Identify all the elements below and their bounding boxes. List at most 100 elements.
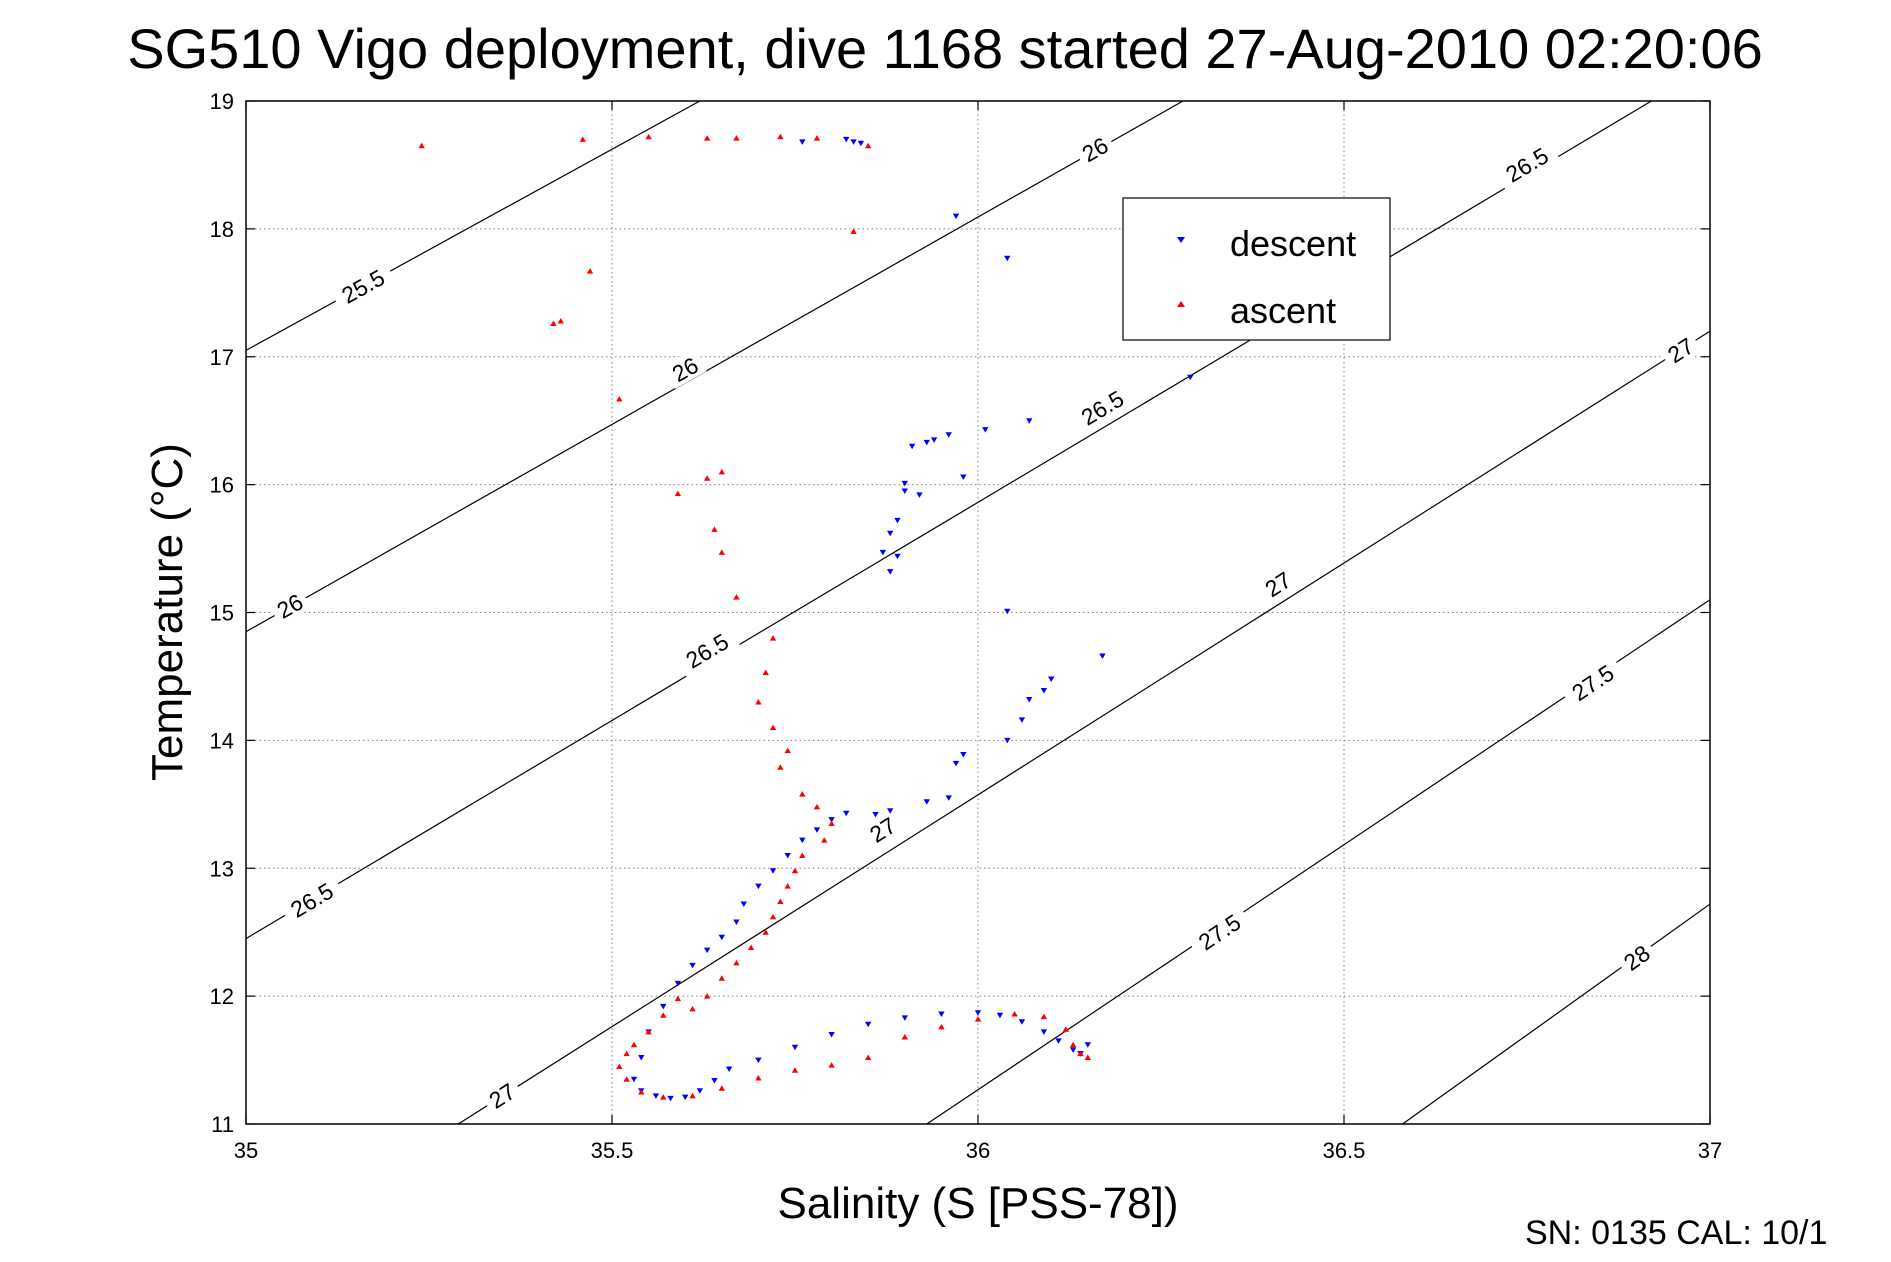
- descent-point: [791, 1044, 799, 1051]
- y-tick-label: 18: [210, 217, 234, 242]
- ascent-point: [762, 669, 769, 676]
- ascent-point: [1011, 1011, 1018, 1017]
- descent-point: [974, 1010, 982, 1016]
- descent-point: [1026, 418, 1033, 424]
- ascent-point: [703, 475, 711, 481]
- axis-ticks: 35 35.5 36 36.5 37 11 12 13 14 15 16 17 18 19: [210, 89, 1723, 1163]
- legend-box: [1122, 197, 1391, 341]
- descent-point: [938, 1011, 945, 1018]
- ascent-point: [674, 490, 682, 497]
- x-tick-label: 36.5: [1323, 1138, 1366, 1163]
- descent-point: [1055, 1038, 1062, 1044]
- contour-label-gap: [329, 259, 397, 312]
- ascent-point: [791, 1067, 799, 1073]
- ascent-point: [784, 747, 791, 754]
- descent-point: [828, 1031, 835, 1038]
- descent-point: [894, 517, 901, 524]
- descent-point: [828, 817, 835, 823]
- ascent-point: [689, 1092, 696, 1099]
- x-tick-label: 35: [234, 1138, 258, 1163]
- descent-point: [901, 480, 908, 487]
- ascent-point: [645, 133, 652, 140]
- ascent-point: [777, 898, 784, 904]
- ascent-point: [660, 1012, 667, 1018]
- descent-point: [945, 432, 952, 438]
- grid-lines: [246, 101, 1710, 1124]
- legend-ascent-marker: [1177, 301, 1185, 307]
- contour-label-gap: [1072, 128, 1117, 169]
- descent-point: [718, 934, 725, 941]
- descent-point: [696, 1088, 704, 1094]
- ascent-point: [769, 913, 777, 920]
- descent-point: [660, 1003, 667, 1010]
- descent-point: [923, 799, 930, 805]
- ascent-point: [755, 1074, 762, 1081]
- contour-label-gap: [1186, 903, 1252, 960]
- ascent-point: [1077, 1050, 1084, 1057]
- descent-point: [1004, 255, 1011, 262]
- descent-point: [1084, 1042, 1091, 1048]
- data-points: [418, 133, 1194, 1102]
- ascent-point: [711, 526, 718, 532]
- ascent-point: [718, 1085, 725, 1091]
- contour-line: [245, 100, 1184, 633]
- ascent-point: [616, 1063, 623, 1069]
- ascent-point: [769, 724, 777, 731]
- ascent-point: [777, 133, 784, 140]
- descent-point: [872, 812, 879, 818]
- descent-point: [1004, 608, 1011, 615]
- contour-label-gap: [267, 585, 312, 626]
- descent-point: [1018, 1019, 1026, 1025]
- descent-point: [843, 136, 850, 143]
- ascent-point: [974, 1016, 982, 1022]
- descent-point: [1026, 696, 1033, 703]
- descent-point: [1040, 1029, 1048, 1035]
- ascent-point: [813, 803, 821, 810]
- descent-point: [952, 760, 960, 767]
- descent-point: [755, 1057, 762, 1064]
- descent-point: [850, 139, 857, 145]
- y-tick-label: 14: [210, 728, 234, 753]
- descent-point: [982, 427, 989, 433]
- contour-label-gap: [662, 348, 707, 389]
- legend-ascent-label: ascent: [1230, 290, 1336, 331]
- ascent-point: [813, 135, 821, 141]
- ascent-point: [777, 764, 784, 770]
- ascent-point: [733, 135, 740, 141]
- descent-point: [630, 1076, 638, 1083]
- ascent-point: [586, 268, 594, 274]
- descent-point: [674, 980, 682, 987]
- ascent-point: [901, 1034, 908, 1040]
- density-contours: 25.526262626.526.526.526.52727272727.527…: [245, 100, 1711, 1125]
- descent-point: [799, 139, 806, 145]
- descent-point: [667, 1095, 674, 1102]
- descent-point: [689, 962, 696, 969]
- ascent-point: [791, 867, 799, 874]
- y-tick-label: 19: [210, 89, 234, 114]
- contour-label-gap: [1614, 935, 1659, 978]
- ascent-point: [1062, 1026, 1070, 1032]
- descent-point: [901, 488, 908, 495]
- descent-point: [843, 810, 850, 817]
- ascent-point: [645, 1028, 652, 1035]
- descent-point: [769, 868, 777, 874]
- legend: descent ascent: [1122, 197, 1391, 341]
- ascent-point: [623, 1076, 630, 1082]
- contour-line: [1402, 903, 1711, 1125]
- descent-point: [725, 1066, 733, 1073]
- y-tick-label: 15: [210, 601, 234, 626]
- contour-label-gap: [1658, 328, 1703, 371]
- ascent-point: [550, 320, 557, 327]
- ascent-point: [938, 1023, 945, 1030]
- descent-point: [1099, 653, 1106, 659]
- contour-label-gap: [673, 622, 740, 678]
- ascent-point: [660, 1094, 667, 1100]
- legend-descent-label: descent: [1230, 223, 1356, 264]
- descent-point: [755, 883, 762, 890]
- contour-label-gap: [1068, 380, 1136, 435]
- x-axis-label: Salinity (S [PSS-78]): [777, 1179, 1178, 1228]
- descent-point: [1004, 737, 1011, 744]
- ascent-point: [718, 975, 725, 981]
- descent-point: [952, 213, 960, 220]
